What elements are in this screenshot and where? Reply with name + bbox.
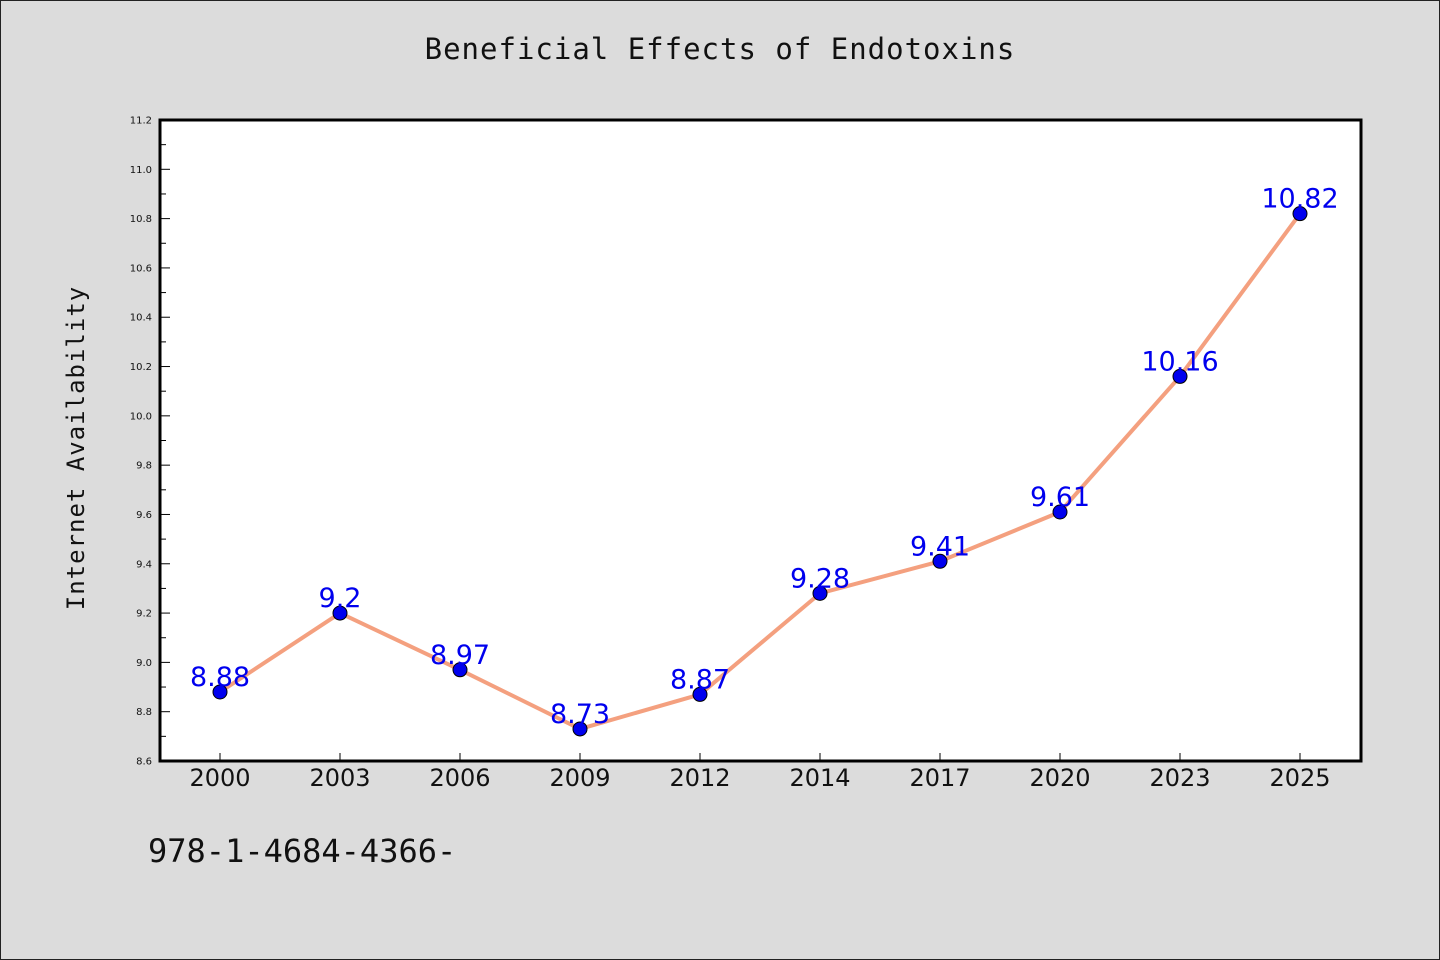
plot-area [158,118,1363,763]
data-label: 10.16 [1141,346,1218,377]
y-tick-label: 9.4 [136,559,152,570]
data-label: 8.87 [670,664,730,695]
y-tick-label: 9.2 [136,609,152,620]
data-point [332,605,348,621]
y-tick-label: 9.8 [136,461,152,472]
x-tick-label: 2014 [789,764,850,792]
y-tick-label: 8.6 [136,757,152,768]
x-tick-label: 2000 [189,764,250,792]
data-point-group [212,206,1308,737]
data-point [1292,206,1308,222]
x-tick-label: 2023 [1149,764,1210,792]
chart-title: Beneficial Effects of Endotoxins [424,32,1016,66]
y-axis: 8.6 8.8 9.0 9.2 9.4 9.6 9.8 10.0 10.2 10.4 10.6 10.… [130,116,170,768]
data-label: 10.82 [1261,184,1338,215]
data-label: 9.41 [910,531,970,562]
data-label: 9.28 [790,563,850,594]
series-line-group [218,212,1302,731]
y-tick-label: 8.8 [136,707,152,718]
y-tick-label: 9.6 [136,510,152,521]
x-tick-label: 2017 [909,764,970,792]
data-point [1172,368,1188,384]
data-point [572,721,588,737]
series-line [218,212,1302,731]
y-tick-label: 9.0 [136,658,152,669]
data-point [452,662,468,678]
data-label: 8.88 [190,662,250,693]
data-point [812,585,828,601]
x-tick-label: 2020 [1029,764,1090,792]
data-label-group: 8.88 9.2 8.97 8.73 8.87 9.28 9.41 9.61 10.16 10.8… [190,184,1339,730]
data-point [212,684,228,700]
data-point [932,553,948,569]
y-tick-label: 10.0 [130,411,152,422]
x-tick-label: 2003 [309,764,370,792]
x-tick-label: 2009 [549,764,610,792]
x-tick-label: 2006 [429,764,490,792]
y-tick-label: 11.2 [130,116,152,127]
x-tick-label: 2012 [669,764,730,792]
y-tick-label: 10.6 [130,263,152,274]
x-tick-label: 2025 [1269,764,1330,792]
y-tick-label: 10.2 [130,362,152,373]
x-axis: 2000 2003 2006 2009 2012 2014 2017 2020 2023 2025 [189,753,1331,792]
data-label: 9.61 [1030,482,1090,513]
data-label: 8.97 [430,640,490,671]
y-tick-label: 10.4 [130,313,152,324]
data-point [692,686,708,702]
y-tick-label: 10.8 [130,214,152,225]
footer-code: 978-1-4684-4366- [148,832,457,870]
data-label: 9.2 [319,583,362,614]
data-label: 8.73 [550,699,610,730]
y-tick-label: 11.0 [130,165,152,176]
data-point [1052,504,1068,520]
